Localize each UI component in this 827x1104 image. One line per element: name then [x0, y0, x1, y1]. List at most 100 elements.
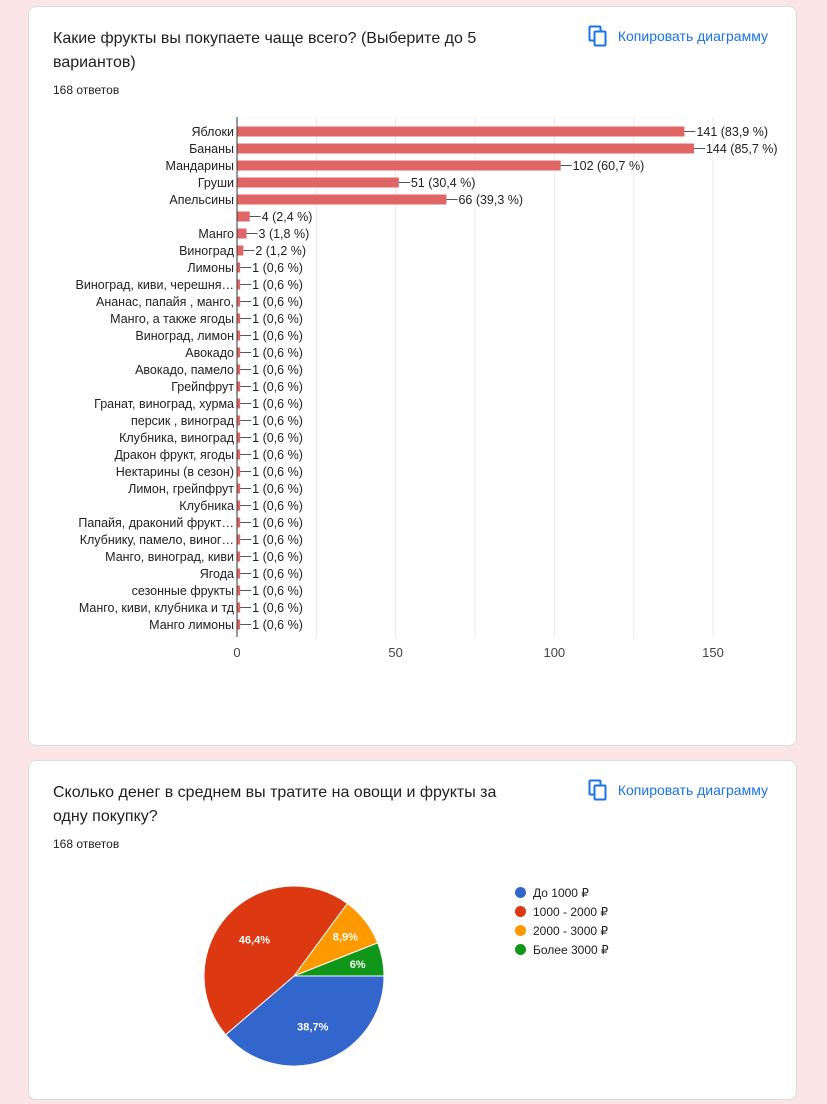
category-label: Манго: [198, 227, 234, 241]
category-label: Манго, киви, клубника и тд: [79, 601, 235, 615]
category-label: Клубнику, памело, виног…: [80, 533, 234, 547]
copy-chart-label: Копировать диаграмму: [617, 782, 768, 798]
category-label: Лимон, грейпфрут: [128, 482, 234, 496]
data-label: 1 (0,6 %): [252, 533, 303, 547]
category-label: Виноград, киви, черешня…: [76, 278, 234, 292]
category-label: Грейпфрут: [171, 380, 234, 394]
copy-chart-button[interactable]: Копировать диаграмму: [588, 25, 768, 47]
data-label: 1 (0,6 %): [252, 601, 303, 615]
bar: [237, 364, 241, 375]
data-label: 1 (0,6 %): [252, 516, 303, 530]
x-tick-label: 0: [233, 645, 240, 660]
bar: [237, 177, 399, 188]
slice-label: 6%: [350, 959, 366, 971]
bar: [237, 313, 241, 324]
bar: [237, 279, 241, 290]
bar: [237, 568, 241, 579]
data-label: 1 (0,6 %): [252, 380, 303, 394]
category-label: персик , виноград: [131, 414, 235, 428]
legend-item: Более 3000 ₽: [515, 940, 609, 959]
legend-item: 1000 - 2000 ₽: [515, 902, 609, 921]
category-label: Мандарины: [166, 159, 234, 173]
data-label: 1 (0,6 %): [252, 567, 303, 581]
category-label: Нектарины (в сезон): [116, 465, 234, 479]
data-label: 1 (0,6 %): [252, 414, 303, 428]
slice-label: 46,4%: [239, 934, 270, 946]
bar: [237, 466, 241, 477]
legend-label: 1000 - 2000 ₽: [533, 904, 609, 919]
pie-slice: [293, 942, 385, 977]
bar: [237, 398, 241, 409]
legend-item: 2000 - 3000 ₽: [515, 921, 609, 940]
category-label: Авокадо: [185, 346, 234, 360]
bar: [237, 245, 244, 256]
bar-chart: Яблоки 141 (83,9 %) Бананы 144 (85,7 %) Манд…: [76, 117, 778, 660]
category-label: Авокадо, памело: [135, 363, 234, 377]
bar: [237, 534, 241, 545]
category-label: Виноград, лимон: [135, 329, 234, 343]
copy-icon: [588, 25, 608, 47]
question-title: Сколько денег в среднем вы тратите на ов…: [53, 784, 497, 825]
bar: [237, 432, 241, 443]
data-label: 1 (0,6 %): [252, 618, 303, 632]
data-label: 1 (0,6 %): [252, 346, 303, 360]
legend-label: Более 3000 ₽: [533, 942, 609, 957]
category-label: Клубника, виноград: [119, 431, 235, 445]
bar: [237, 262, 241, 273]
category-label: Папайя, драконий фрукт…: [78, 516, 234, 530]
data-label: 1 (0,6 %): [252, 550, 303, 564]
category-label: Ананас, папайя , манго,: [96, 295, 234, 309]
category-label: Манго, виноград, киви: [105, 550, 234, 564]
legend-swatch: [515, 944, 526, 955]
pie-slice: [225, 975, 385, 1067]
legend-swatch: [515, 925, 526, 936]
category-label: Гранат, виноград, хурма: [94, 397, 234, 411]
category-label: Клубника: [179, 499, 234, 513]
response-count: 168 ответов: [53, 83, 120, 97]
legend-label: До 1000 ₽: [533, 885, 589, 900]
category-label: Манго, а также ягоды: [110, 312, 234, 326]
data-label: 1 (0,6 %): [252, 397, 303, 411]
bar: [237, 228, 247, 239]
data-label: 102 (60,7 %): [573, 159, 645, 173]
category-label: Бананы: [189, 142, 234, 156]
bar: [237, 619, 241, 630]
pie-legend: До 1000 ₽ 1000 - 2000 ₽ 2000 - 3000 ₽ Более…: [515, 883, 609, 959]
pie-chart: 38,7% 46,4% 8,9% 6%: [203, 885, 385, 1067]
copy-chart-button[interactable]: Копировать диаграмму: [588, 779, 768, 801]
pie-chart-card: Сколько денег в среднем вы тратите на ов…: [28, 760, 797, 1100]
bar: [237, 160, 561, 171]
bar: [237, 194, 447, 205]
x-tick-label: 100: [543, 645, 565, 660]
category-label: Яблоки: [192, 125, 234, 139]
data-label: 1 (0,6 %): [252, 312, 303, 326]
bar: [237, 211, 250, 222]
category-label: Виноград: [179, 244, 235, 258]
question-title: Какие фрукты вы покупаете чаще всего? (В…: [53, 30, 477, 71]
bar: [237, 126, 685, 137]
bar: [237, 415, 241, 426]
category-label: сезонные фрукты: [132, 584, 234, 598]
data-label: 1 (0,6 %): [252, 261, 303, 275]
category-label: Груши: [198, 176, 234, 190]
copy-chart-label: Копировать диаграмму: [617, 28, 768, 44]
data-label: 3 (1,8 %): [259, 227, 310, 241]
bar: [237, 500, 241, 511]
data-label: 1 (0,6 %): [252, 278, 303, 292]
data-label: 1 (0,6 %): [252, 431, 303, 445]
bar: [237, 602, 241, 613]
legend-label: 2000 - 3000 ₽: [533, 923, 609, 938]
category-label: Апельсины: [169, 193, 234, 207]
bar: [237, 449, 241, 460]
response-count: 168 ответов: [53, 837, 120, 851]
data-label: 1 (0,6 %): [252, 465, 303, 479]
data-label: 1 (0,6 %): [252, 499, 303, 513]
bar: [237, 143, 694, 154]
data-label: 1 (0,6 %): [252, 363, 303, 377]
bar: [237, 585, 241, 596]
bar: [237, 381, 241, 392]
data-label: 51 (30,4 %): [411, 176, 476, 190]
data-label: 1 (0,6 %): [252, 295, 303, 309]
pie-slice: [203, 885, 349, 1036]
data-label: 1 (0,6 %): [252, 329, 303, 343]
